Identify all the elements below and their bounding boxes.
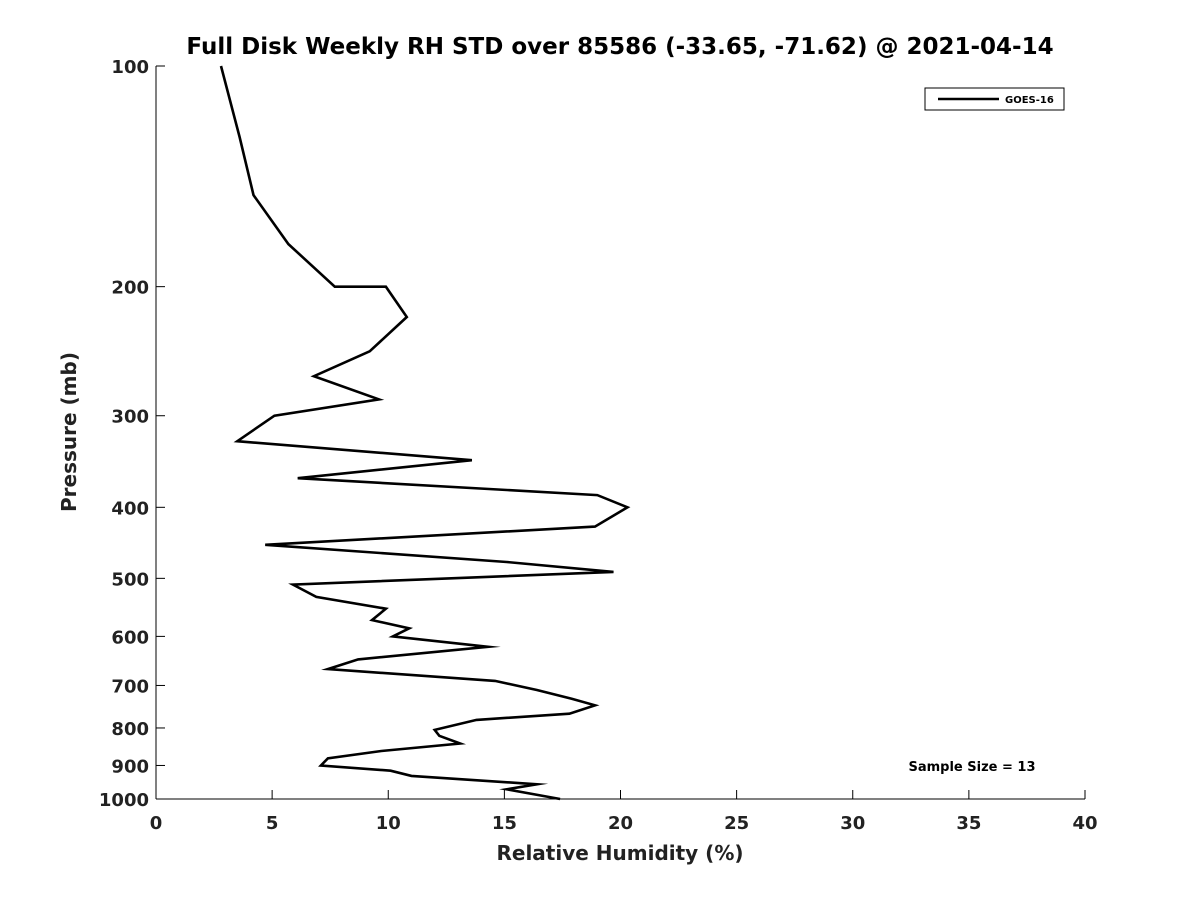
series-layer bbox=[219, 65, 631, 801]
x-tick-label: 35 bbox=[956, 813, 981, 834]
x-tick-label: 20 bbox=[608, 813, 633, 834]
x-axis-ticks: 0 5 10 15 20 25 30 35 40 bbox=[150, 790, 1098, 834]
chart-title: Full Disk Weekly RH STD over 85586 (-33.… bbox=[186, 34, 1053, 60]
x-tick-label: 40 bbox=[1072, 813, 1097, 834]
y-axis-label: Pressure (mb) bbox=[57, 352, 81, 512]
x-tick-label: 30 bbox=[840, 813, 865, 834]
sample-size-annotation: Sample Size = 13 bbox=[908, 760, 1035, 775]
y-tick-label: 500 bbox=[111, 569, 149, 590]
x-tick-label: 5 bbox=[266, 813, 279, 834]
x-axis-label: Relative Humidity (%) bbox=[496, 841, 743, 865]
series-line-goes-16 bbox=[219, 65, 631, 801]
legend: GOES-16 bbox=[924, 87, 1065, 111]
y-axis-ticks: 100 200 300 400 500 600 700 800 900 1000 bbox=[99, 57, 165, 811]
legend-label-goes-16: GOES-16 bbox=[1005, 95, 1054, 106]
y-tick-label: 900 bbox=[111, 756, 149, 777]
x-tick-label: 25 bbox=[724, 813, 749, 834]
y-tick-label: 1000 bbox=[99, 790, 149, 811]
y-tick-label: 100 bbox=[111, 57, 149, 78]
y-tick-label: 300 bbox=[111, 407, 149, 428]
x-tick-label: 10 bbox=[376, 813, 401, 834]
x-tick-label: 0 bbox=[150, 813, 163, 834]
x-tick-label: 15 bbox=[492, 813, 517, 834]
y-tick-label: 400 bbox=[111, 498, 149, 519]
y-tick-label: 200 bbox=[111, 278, 149, 299]
y-tick-label: 800 bbox=[111, 719, 149, 740]
y-tick-label: 600 bbox=[111, 627, 149, 648]
y-tick-label: 700 bbox=[111, 676, 149, 697]
